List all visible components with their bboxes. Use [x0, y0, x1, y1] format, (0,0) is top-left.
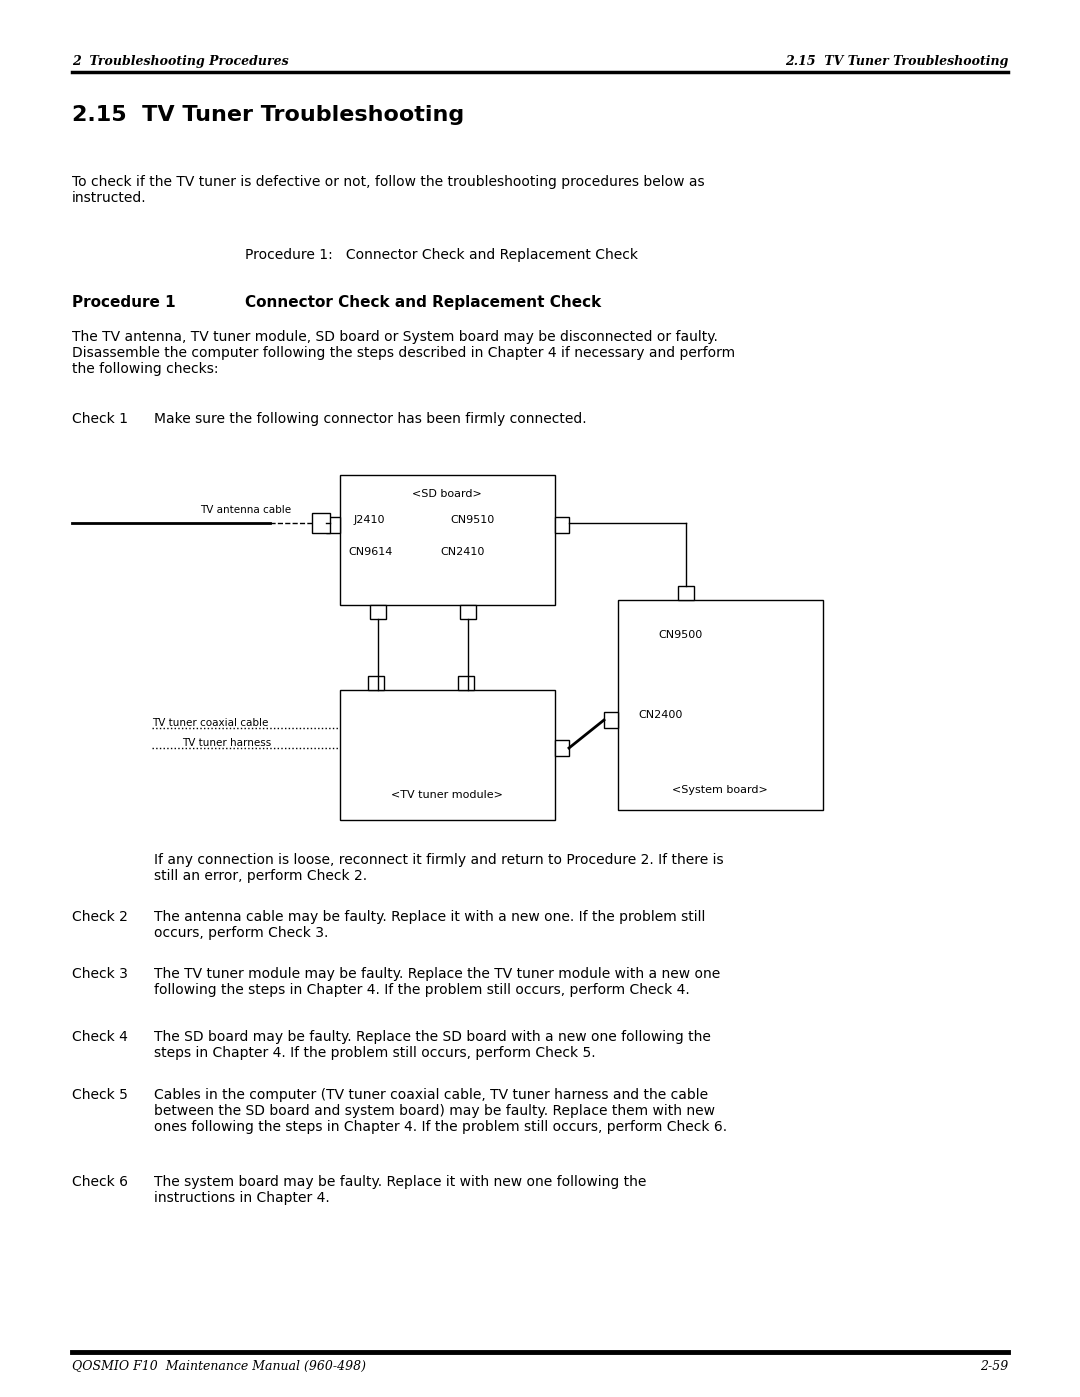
- Text: The SD board may be faulty. Replace the SD board with a new one following the
st: The SD board may be faulty. Replace the …: [154, 1030, 711, 1060]
- Text: 2-59: 2-59: [980, 1361, 1008, 1373]
- Text: <SD board>: <SD board>: [413, 489, 482, 499]
- Text: TV tuner harness: TV tuner harness: [183, 738, 271, 747]
- Text: Check 5: Check 5: [72, 1088, 127, 1102]
- Text: TV tuner coaxial cable: TV tuner coaxial cable: [152, 718, 268, 728]
- Bar: [370, 605, 386, 619]
- Text: Connector Check and Replacement Check: Connector Check and Replacement Check: [245, 295, 602, 310]
- Text: To check if the TV tuner is defective or not, follow the troubleshooting procedu: To check if the TV tuner is defective or…: [72, 175, 704, 205]
- Text: 2.15  TV Tuner Troubleshooting: 2.15 TV Tuner Troubleshooting: [72, 105, 464, 124]
- Text: J2410: J2410: [354, 515, 386, 525]
- Text: CN9614: CN9614: [348, 548, 392, 557]
- Text: Procedure 1: Procedure 1: [72, 295, 176, 310]
- Text: The system board may be faulty. Replace it with new one following the
instructio: The system board may be faulty. Replace …: [154, 1175, 646, 1206]
- Bar: [604, 712, 618, 728]
- Text: Cables in the computer (TV tuner coaxial cable, TV tuner harness and the cable
b: Cables in the computer (TV tuner coaxial…: [154, 1088, 727, 1134]
- Bar: [340, 690, 555, 820]
- Text: 2  Troubleshooting Procedures: 2 Troubleshooting Procedures: [72, 54, 288, 68]
- Text: The antenna cable may be faulty. Replace it with a new one. If the problem still: The antenna cable may be faulty. Replace…: [154, 909, 705, 940]
- Text: Procedure 1:   Connector Check and Replacement Check: Procedure 1: Connector Check and Replace…: [245, 249, 638, 263]
- Bar: [340, 475, 555, 605]
- Bar: [618, 599, 823, 810]
- Text: Check 4: Check 4: [72, 1030, 127, 1044]
- Text: Check 2: Check 2: [72, 909, 127, 923]
- Text: CN9510: CN9510: [450, 515, 495, 525]
- Text: If any connection is loose, reconnect it firmly and return to Procedure 2. If th: If any connection is loose, reconnect it…: [154, 854, 724, 883]
- Text: The TV tuner module may be faulty. Replace the TV tuner module with a new one
fo: The TV tuner module may be faulty. Repla…: [154, 967, 720, 997]
- Text: <System board>: <System board>: [672, 785, 768, 795]
- Bar: [326, 517, 340, 534]
- Bar: [368, 676, 384, 690]
- Text: <TV tuner module>: <TV tuner module>: [391, 789, 503, 800]
- Text: TV antenna cable: TV antenna cable: [200, 504, 292, 515]
- Bar: [460, 605, 476, 619]
- Text: 2.15  TV Tuner Troubleshooting: 2.15 TV Tuner Troubleshooting: [785, 54, 1008, 68]
- Text: CN2400: CN2400: [638, 710, 683, 719]
- Text: The TV antenna, TV tuner module, SD board or System board may be disconnected or: The TV antenna, TV tuner module, SD boar…: [72, 330, 735, 376]
- Bar: [312, 513, 330, 534]
- Text: QOSMIO F10  Maintenance Manual (960-498): QOSMIO F10 Maintenance Manual (960-498): [72, 1361, 366, 1373]
- Bar: [555, 517, 569, 534]
- Bar: [555, 740, 569, 756]
- Text: Check 1: Check 1: [72, 412, 129, 426]
- Text: Check 6: Check 6: [72, 1175, 129, 1189]
- Text: Check 3: Check 3: [72, 967, 127, 981]
- Text: CN2410: CN2410: [440, 548, 484, 557]
- Text: Make sure the following connector has been firmly connected.: Make sure the following connector has be…: [154, 412, 586, 426]
- Bar: [678, 585, 694, 599]
- Bar: [458, 676, 474, 690]
- Text: CN9500: CN9500: [658, 630, 702, 640]
